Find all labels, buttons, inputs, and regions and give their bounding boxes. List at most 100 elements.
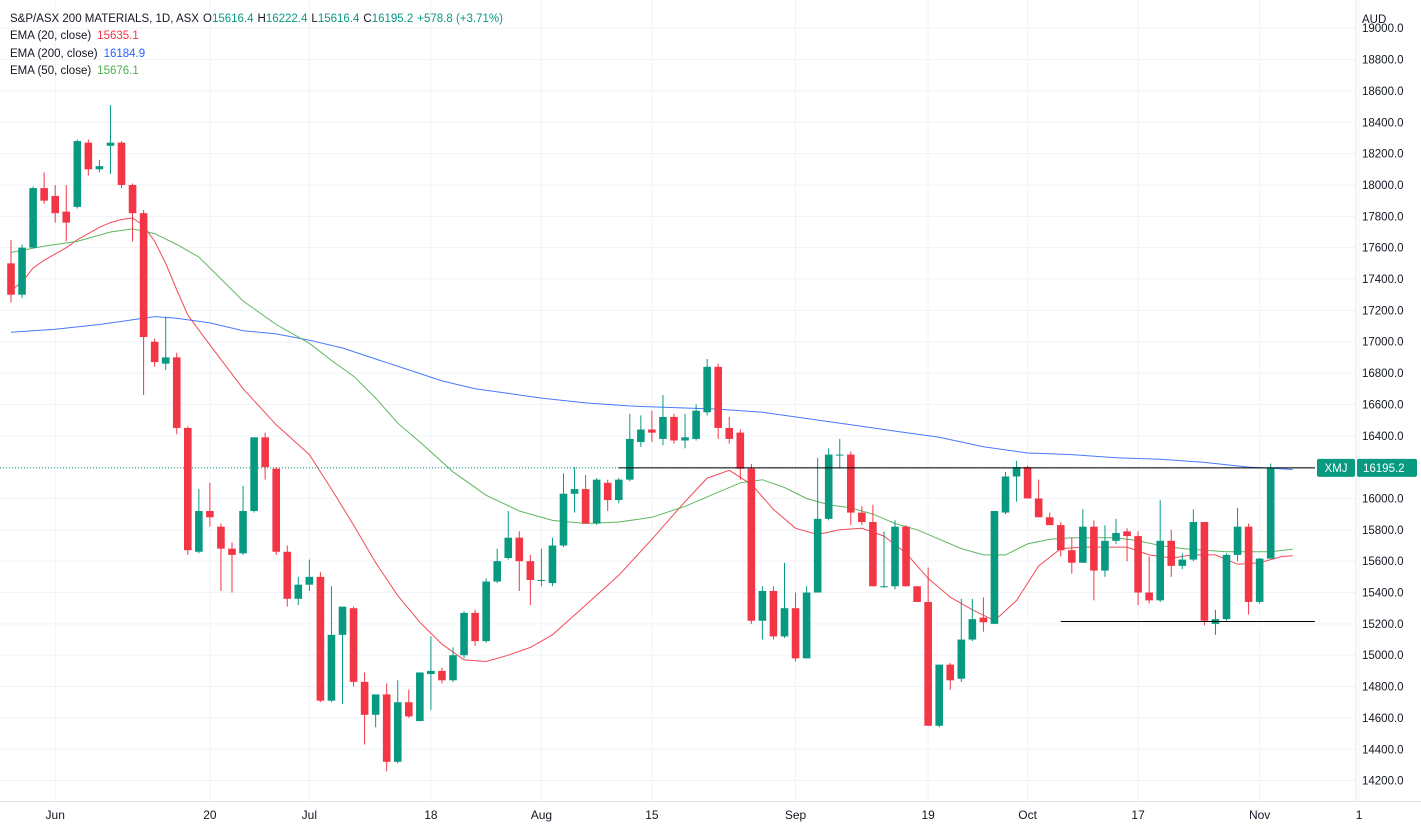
open-label: O [202,13,212,25]
candle-body-down [581,489,590,524]
candle-body-up [482,581,490,642]
candle-body-down [725,427,734,439]
x-tick-label: Jun [46,808,65,822]
y-tick-label: 15000.0 [1362,650,1404,662]
candle-body-up [1222,554,1231,620]
candle-body-down [791,608,800,659]
candle-body-up [570,489,579,494]
currency-label: AUD [1362,14,1386,26]
ema20-value: 15635.1 [97,30,139,43]
ema50-legend-row: EMA (50, close) 15676.1 [10,63,503,80]
ema200-value: 16184.9 [103,47,146,60]
candle-body-down [7,263,15,295]
x-tick-label: 19 [921,808,935,822]
candle-body-up [637,429,645,443]
candle-body-up [305,576,314,585]
y-tick-label: 15800.0 [1362,525,1404,537]
y-tick-label: 14400.0 [1362,744,1404,756]
x-tick-label: Nov [1249,808,1270,822]
y-tick-label: 17200.0 [1362,305,1404,317]
candle-body-up [835,454,844,456]
candle-body-up [504,537,513,559]
candle-body-down [1034,498,1043,518]
candle-body-down [913,586,921,602]
candle-body-up [614,479,623,501]
candle-body-up [338,606,347,635]
candle-body-up [195,511,203,552]
candle-body-up [758,590,767,621]
high-value: 16222.4 [265,13,308,25]
x-tick-label: Aug [531,808,552,822]
close-pair: C16195.2 [363,13,413,25]
candle-body-up [18,247,26,295]
candle-body-up [250,437,258,512]
candle-body-down [603,482,612,501]
candle-body-down [924,601,932,726]
candle-body-down [349,608,358,682]
symbol-label: S&P/ASX 200 MATERIALS, 1D, ASX [10,13,199,25]
change-value: +578.8 (+3.71%) [417,13,503,25]
x-tick-label: Sep [785,808,807,822]
ema200-legend-row: EMA (200, close) 16184.9 [10,46,503,63]
price-tag-bg [1357,458,1417,477]
candle-body-up [802,592,811,659]
candle-body-up [813,518,822,593]
candle-body-up [935,664,943,726]
candle-body-up [626,438,634,480]
y-tick-label: 18000.0 [1362,180,1404,192]
candle-body-up [106,142,115,146]
low-value: 15616.4 [317,13,360,25]
high-label: H [257,13,266,25]
ema200-line [10,316,1293,470]
candle-body-down [847,454,855,513]
candle-body-down [316,576,325,701]
y-tick-label: 14800.0 [1362,682,1404,694]
y-tick-label: 14200.0 [1362,776,1404,788]
candle-body-down [1244,526,1253,602]
candle-body-up [449,655,457,681]
candle-body-down [946,664,955,681]
x-tick-label: 1 [1356,808,1363,822]
candle-body-down [979,617,988,623]
ticker-tag: XMJ [1325,463,1348,475]
y-tick-label: 15400.0 [1362,588,1404,600]
candle-body-up [957,639,966,679]
candle-body-up [548,545,557,584]
candle-body-down [747,468,756,621]
candle-body-down [405,702,413,717]
candle-body-up [460,612,468,656]
candle-body-down [515,537,524,562]
candle-body-down [769,590,778,637]
candle-body-up [29,188,37,248]
candle-body-down [869,521,877,587]
y-tick-label: 17600.0 [1362,243,1404,255]
candle-body-down [139,213,148,338]
ema20-label: EMA (20, close) [10,30,92,43]
candle-body-up [1156,540,1164,601]
candle-body-down [1068,550,1076,563]
candle-body-down [1167,540,1176,566]
y-tick-label: 18400.0 [1362,117,1404,129]
open-pair: O15616.4 [203,13,254,25]
ticker-tag-bg [1317,458,1355,477]
candle-body-up [371,694,380,715]
x-tick-label: 20 [203,808,217,822]
y-tick-label: 16400.0 [1362,431,1404,443]
candle-body-up [1189,521,1198,560]
close-value: 16195.2 [371,13,414,25]
x-tick-label: 18 [424,808,438,822]
candle-body-up [1101,540,1109,571]
y-tick-label: 17800.0 [1362,211,1404,223]
candle-body-down [1134,536,1142,593]
candle-body-up [990,511,999,624]
y-tick-label: 16800.0 [1362,368,1404,380]
symbol-legend-row: S&P/ASX 200 MATERIALS, 1D, ASX O15616.4 H1… [10,11,503,28]
candle-body-down [1090,526,1098,571]
candle-body-down [62,211,71,223]
y-tick-label: 15600.0 [1362,556,1404,568]
candle-body-down [228,548,236,555]
candle-body-down [858,512,866,522]
candle-body-up [824,454,833,519]
candle-body-down [1056,525,1065,551]
